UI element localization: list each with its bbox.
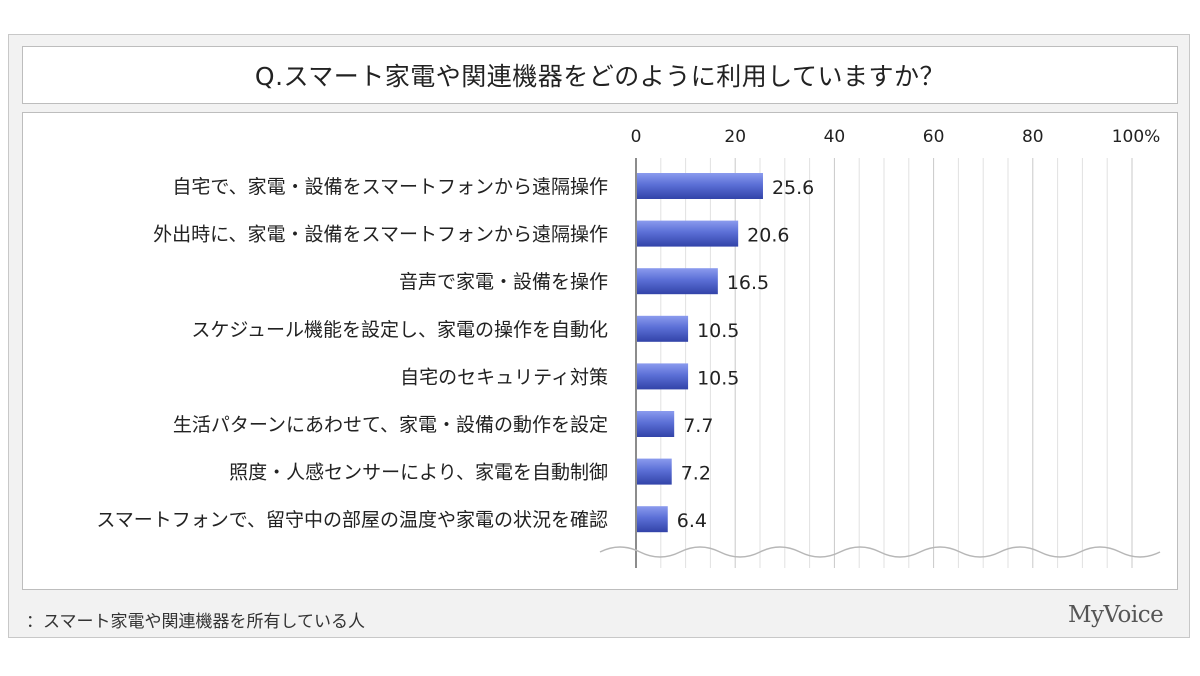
data-label: 6.4 bbox=[677, 510, 707, 532]
data-label: 25.6 bbox=[772, 177, 814, 199]
bar bbox=[637, 220, 739, 247]
bar bbox=[637, 315, 689, 342]
plot-panel bbox=[22, 112, 1178, 590]
data-label: 10.5 bbox=[697, 320, 739, 342]
footnote: ：スマート家電や関連機器を所有している人 bbox=[26, 612, 365, 632]
x-tick-label: 0 bbox=[631, 127, 642, 147]
bar bbox=[637, 363, 689, 390]
category-label: 音声で家電・設備を操作 bbox=[399, 271, 608, 293]
category-label: 自宅のセキュリティ対策 bbox=[400, 366, 608, 388]
x-tick-label: 40 bbox=[824, 127, 846, 147]
data-label: 20.6 bbox=[747, 225, 789, 247]
bar bbox=[637, 458, 672, 485]
category-label: 自宅で、家電・設備をスマートフォンから遠隔操作 bbox=[172, 176, 608, 198]
x-tick-label: 20 bbox=[724, 127, 746, 147]
bar bbox=[637, 173, 763, 199]
x-tick-label: 60 bbox=[923, 127, 945, 147]
x-tick-label: 100% bbox=[1112, 127, 1161, 147]
bar bbox=[637, 411, 675, 437]
bar bbox=[637, 506, 668, 533]
data-label: 7.7 bbox=[683, 415, 713, 437]
category-label: 生活パターンにあわせて、家電・設備の動作を設定 bbox=[173, 414, 608, 436]
category-label: スケジュール機能を設定し、家電の操作を自動化 bbox=[191, 319, 608, 341]
category-label: 外出時に、家電・設備をスマートフォンから遠隔操作 bbox=[153, 224, 608, 246]
axis-break-line bbox=[599, 546, 1161, 558]
brand-logo: MyVoice bbox=[1068, 602, 1164, 628]
data-label: 16.5 bbox=[727, 272, 769, 294]
data-label: 10.5 bbox=[697, 367, 739, 389]
x-tick-label: 80 bbox=[1022, 127, 1044, 147]
data-label: 7.2 bbox=[681, 463, 711, 485]
bar bbox=[637, 268, 718, 295]
chart-title: Q.スマート家電や関連機器をどのように利用していますか？ bbox=[22, 46, 1178, 104]
category-label: 照度・人感センサーにより、家電を自動制御 bbox=[229, 462, 608, 484]
category-label: スマートフォンで、留守中の部屋の温度や家電の状況を確認 bbox=[96, 509, 608, 531]
